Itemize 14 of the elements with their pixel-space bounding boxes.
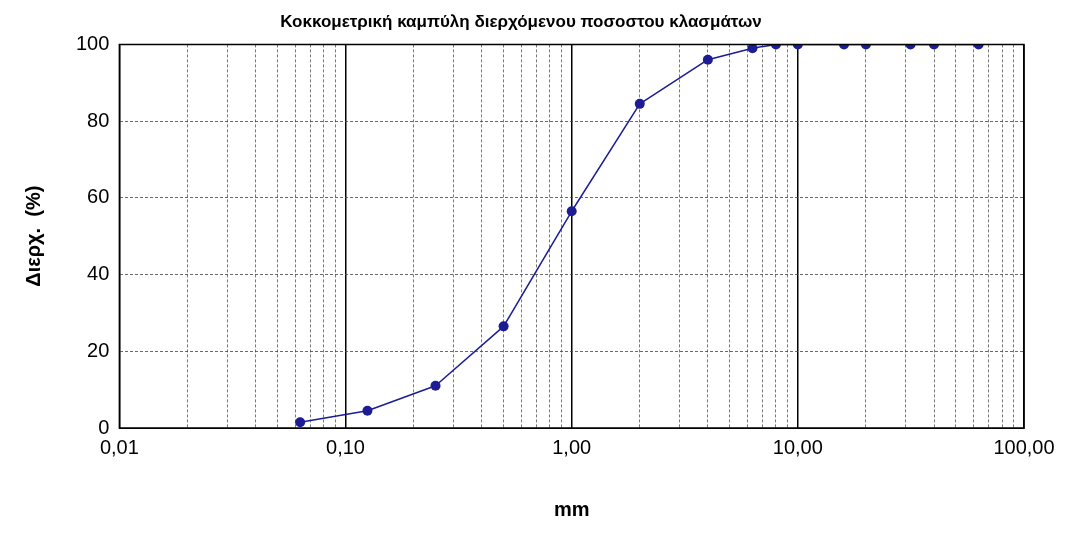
y-tick-label: 100 [75, 31, 110, 54]
chart-title: Κοκκομετρική καμπύλη διερχόμενου ποσοστου κλασμάτων [280, 11, 762, 31]
x-tick-label: 10,00 [772, 435, 823, 458]
x-tick-label: 0,10 [326, 435, 365, 458]
x-tick-label: 100,00 [993, 435, 1055, 458]
y-tick-label: 20 [87, 338, 110, 361]
x-tick-label: 1,00 [552, 435, 592, 458]
y-tick-label: 80 [87, 108, 110, 131]
y-tick-label: 40 [87, 262, 110, 285]
y-tick-label: 60 [87, 185, 110, 208]
x-tick-label: 0,01 [99, 435, 139, 458]
y-axis-title: Διερχ. (%) [21, 185, 44, 287]
y-tick-label: 0 [98, 415, 110, 438]
x-axis-title: mm [553, 497, 590, 520]
